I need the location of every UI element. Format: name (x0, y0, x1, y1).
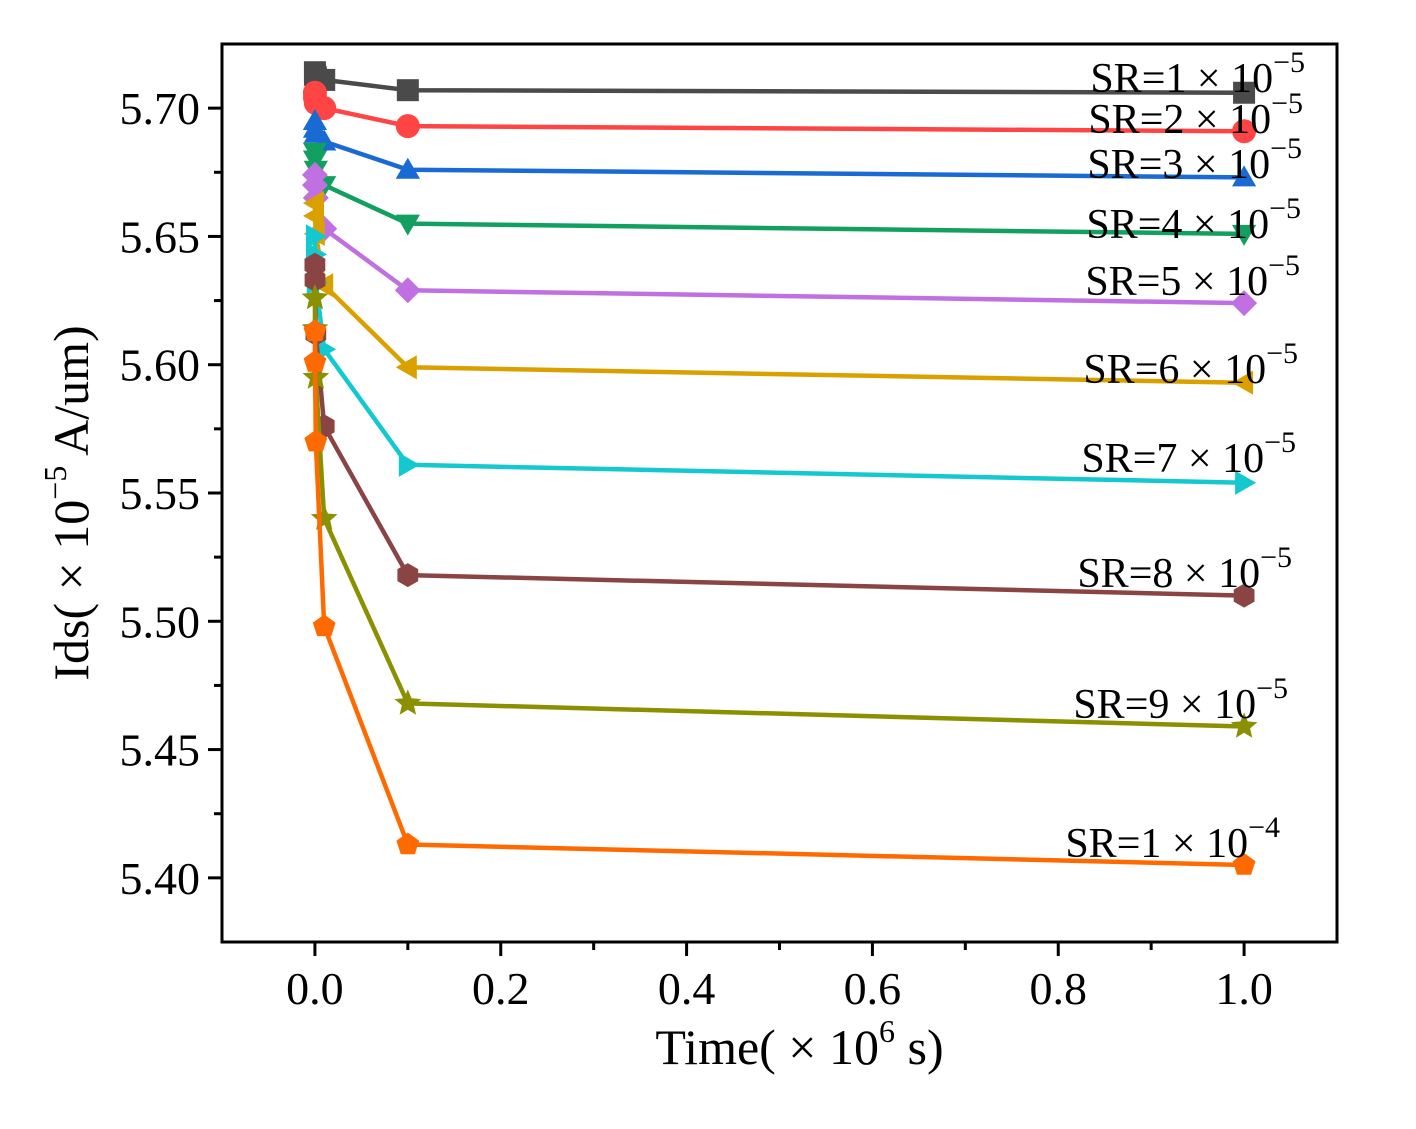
data-point (312, 614, 336, 637)
data-point (304, 429, 328, 452)
y-axis-title: Ids( × 10−5 A/um) (37, 325, 99, 680)
y-tick-label: 5.50 (120, 596, 201, 647)
data-point (1230, 712, 1258, 738)
data-point (1235, 470, 1257, 495)
data-point (1233, 583, 1255, 608)
series-label: SR=1 × 10−5 (1090, 46, 1305, 102)
series-label-base: SR=5 × 10 (1085, 259, 1268, 305)
series-2 (302, 80, 1257, 144)
data-point (304, 252, 326, 277)
series-label-exponent: −5 (1256, 672, 1288, 705)
ticks-layer: 0.0 0.2 0.4 0.6 0.8 1.0 5.40 5.45 5.50 5.55 5.60 5.… (120, 83, 1273, 1014)
data-point (1232, 165, 1257, 187)
series-label-exponent: −5 (1266, 337, 1298, 370)
data-point (394, 689, 422, 715)
data-point (310, 504, 338, 530)
data-point (312, 96, 337, 121)
series-layer (301, 61, 1258, 875)
series-label-base: SR=8 × 10 (1077, 551, 1260, 597)
series-label-exponent: −5 (1268, 249, 1300, 282)
y-tick-label: 5.45 (120, 725, 201, 776)
data-point (1232, 370, 1254, 395)
series-line (312, 264, 1245, 598)
series-label-base: SR=9 × 10 (1073, 682, 1256, 728)
series-label-base: SR=4 × 10 (1086, 202, 1269, 248)
series-label: SR=5 × 10−5 (1085, 249, 1300, 305)
series-label-base: SR=1 × 10 (1090, 56, 1273, 102)
data-point (301, 284, 329, 310)
series-label-base: SR=7 × 10 (1081, 436, 1264, 482)
y-tick-label: 5.60 (120, 340, 201, 391)
data-point (1232, 853, 1256, 875)
x-axis-title: Time( × 106 s) (655, 1013, 943, 1075)
data-point (397, 563, 419, 588)
data-point (395, 355, 417, 380)
data-point (395, 214, 420, 236)
data-point (1233, 81, 1256, 104)
y-axis-title-suffix: A/um) (43, 325, 99, 465)
series-label: SR=3 × 10−5 (1087, 132, 1302, 188)
data-point (304, 268, 326, 292)
data-point (303, 350, 327, 372)
series-label-exponent: −5 (1264, 426, 1296, 459)
series-label: SR=9 × 10−5 (1073, 672, 1288, 728)
y-tick-label: 5.65 (120, 211, 201, 262)
data-point (303, 319, 327, 342)
x-axis-title-suffix: s) (895, 1019, 944, 1075)
series-label-exponent: −5 (1273, 46, 1305, 79)
y-tick-label: 5.55 (120, 468, 201, 519)
x-tick-label: 0.0 (286, 963, 344, 1014)
data-point (305, 224, 327, 249)
series-label-base: SR=6 × 10 (1083, 347, 1266, 393)
data-point (398, 452, 420, 477)
x-axis-title-exponent: 6 (879, 1013, 895, 1049)
series-label: SR=4 × 10−5 (1086, 192, 1301, 248)
series-label-exponent: −4 (1248, 811, 1280, 844)
data-point (395, 157, 420, 179)
series-label-exponent: −5 (1269, 192, 1301, 225)
series-label-base: SR=3 × 10 (1087, 142, 1270, 188)
data-point (1232, 224, 1257, 246)
data-point (396, 832, 420, 855)
y-tick-label: 5.70 (120, 83, 201, 134)
data-point (395, 114, 420, 139)
series-label: SR=7 × 10−5 (1081, 426, 1296, 482)
series-label-exponent: −5 (1260, 541, 1292, 574)
x-tick-label: 0.2 (472, 963, 530, 1014)
series-label-base: SR=1 × 10 (1065, 821, 1248, 867)
series-label-exponent: −5 (1271, 87, 1303, 120)
data-point (1231, 290, 1258, 317)
series-label: SR=2 × 10−5 (1088, 87, 1303, 143)
y-axis-title-exponent: −5 (37, 466, 73, 500)
series-label: SR=6 × 10−5 (1083, 337, 1298, 393)
x-tick-label: 0.8 (1030, 963, 1088, 1014)
y-tick-label: 5.40 (120, 853, 201, 904)
series-labels-layer: SR=1 × 10−5SR=2 × 10−5SR=3 × 10−5SR=4 × … (1065, 46, 1305, 867)
series-label: SR=8 × 10−5 (1077, 541, 1292, 597)
y-axis-title-prefix: Ids( × 10 (43, 500, 99, 681)
data-point (1232, 119, 1257, 144)
data-point (396, 79, 419, 102)
x-tick-label: 1.0 (1215, 963, 1273, 1014)
data-point (303, 203, 324, 228)
series-line (312, 331, 1245, 868)
series-label-exponent: −5 (1270, 132, 1302, 165)
series-10 (303, 319, 1256, 875)
data-point (394, 277, 421, 304)
x-axis-title-prefix: Time( × 10 (655, 1019, 879, 1075)
x-tick-label: 0.6 (844, 963, 902, 1014)
series-label: SR=1 × 10−4 (1065, 811, 1280, 867)
series-label-base: SR=2 × 10 (1088, 97, 1271, 143)
x-tick-label: 0.4 (658, 963, 716, 1014)
